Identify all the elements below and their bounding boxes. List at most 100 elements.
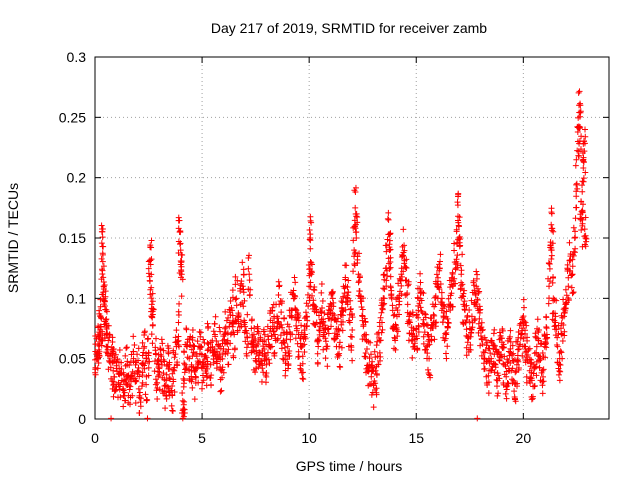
data-point — [581, 148, 588, 155]
data-point — [263, 361, 270, 368]
data-point — [106, 331, 113, 338]
data-point — [454, 252, 461, 259]
data-point — [147, 261, 154, 268]
data-point — [295, 312, 302, 319]
data-point — [158, 361, 165, 368]
data-point — [577, 109, 584, 116]
data-point — [109, 339, 116, 346]
data-point — [573, 180, 580, 187]
data-point — [533, 343, 540, 350]
data-point — [507, 338, 514, 345]
data-point — [222, 351, 229, 358]
data-point — [515, 358, 522, 365]
data-point — [479, 341, 486, 348]
data-point — [579, 208, 586, 215]
data-point — [582, 126, 589, 133]
data-point — [386, 231, 393, 238]
data-point — [391, 345, 398, 352]
data-point — [136, 394, 143, 401]
data-point — [300, 333, 307, 340]
data-point — [543, 313, 550, 320]
data-point — [523, 322, 530, 329]
data-point — [459, 251, 466, 258]
data-point — [420, 333, 427, 340]
data-point — [262, 356, 269, 363]
data-point — [555, 365, 562, 372]
data-point — [521, 304, 528, 311]
data-point — [102, 288, 109, 295]
data-point — [374, 330, 381, 337]
data-point — [568, 284, 575, 291]
data-point — [124, 358, 131, 365]
data-point — [426, 355, 433, 362]
data-point — [554, 334, 561, 341]
data-point — [374, 338, 381, 345]
data-point — [464, 339, 471, 346]
y-axis-title: SRMTID / TECUs — [5, 183, 21, 293]
data-point — [540, 366, 547, 373]
data-point — [557, 368, 564, 375]
data-point — [380, 295, 387, 302]
data-point — [178, 271, 185, 278]
data-point — [278, 345, 285, 352]
data-point — [388, 287, 395, 294]
data-point — [98, 255, 105, 262]
data-point — [560, 322, 567, 329]
data-point — [212, 333, 219, 340]
data-point — [243, 350, 250, 357]
data-point — [352, 225, 359, 232]
data-point — [319, 304, 326, 311]
data-point — [507, 327, 514, 334]
data-point — [199, 372, 206, 379]
data-point — [580, 178, 587, 185]
data-point — [404, 282, 411, 289]
data-point — [458, 267, 465, 274]
data-point — [120, 403, 127, 410]
data-point — [384, 215, 391, 222]
data-point — [285, 360, 292, 367]
data-point — [337, 364, 344, 371]
data-point — [170, 366, 177, 373]
data-point — [376, 323, 383, 330]
data-point — [385, 209, 392, 216]
data-point — [304, 291, 311, 298]
data-point — [534, 316, 541, 323]
data-point — [157, 346, 164, 353]
data-point — [496, 357, 503, 364]
data-point — [518, 325, 525, 332]
data-point — [148, 313, 155, 320]
data-point — [502, 363, 509, 370]
data-point — [164, 342, 171, 349]
data-point — [200, 377, 207, 384]
data-point — [520, 313, 527, 320]
data-point — [284, 343, 291, 350]
data-point — [183, 365, 190, 372]
data-point — [135, 364, 142, 371]
data-point — [569, 271, 576, 278]
data-point — [487, 367, 494, 374]
data-point — [255, 364, 262, 371]
data-point — [186, 355, 193, 362]
data-point — [460, 293, 467, 300]
data-point — [387, 254, 394, 261]
data-point — [471, 287, 478, 294]
data-point — [456, 243, 463, 250]
data-point — [135, 357, 142, 364]
data-point — [105, 322, 112, 329]
data-point — [476, 288, 483, 295]
data-point — [569, 289, 576, 296]
data-point — [385, 260, 392, 267]
data-point — [306, 236, 313, 243]
data-point — [123, 344, 130, 351]
data-point — [563, 292, 570, 299]
data-point — [424, 366, 431, 373]
data-point — [305, 303, 312, 310]
data-point — [372, 380, 379, 387]
y-tick-label: 0.3 — [67, 49, 87, 65]
data-point — [260, 326, 267, 333]
data-point — [193, 353, 200, 360]
data-point — [171, 388, 178, 395]
data-point — [452, 280, 459, 287]
data-point — [336, 343, 343, 350]
